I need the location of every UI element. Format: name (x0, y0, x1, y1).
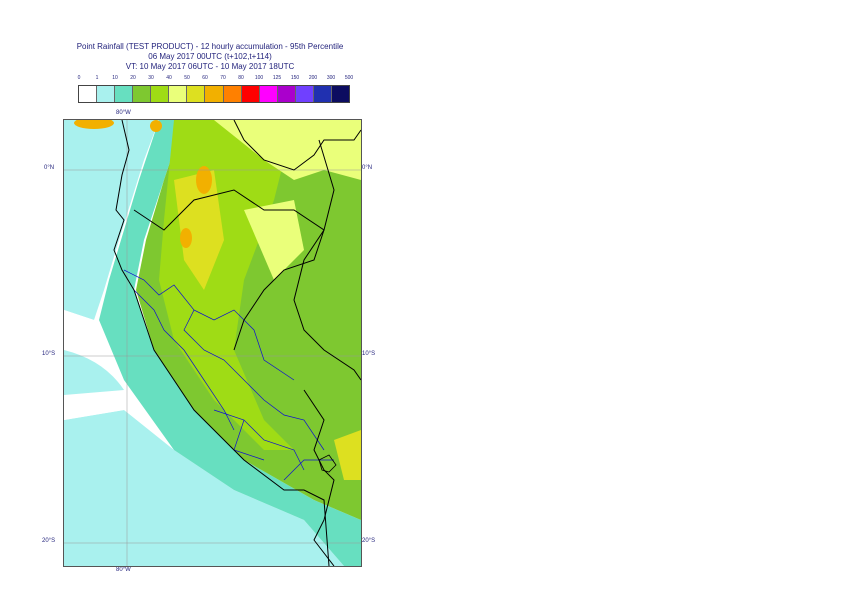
lon-label-bottom: 80°W (116, 567, 131, 573)
lat-label-0-right: 0°N (362, 165, 373, 171)
coastline (113, 120, 330, 566)
border-colombia-peru (233, 120, 361, 171)
legend-swatch (205, 86, 224, 102)
lat-label-20-left: 20°S (42, 538, 56, 544)
legend-swatch (115, 86, 134, 102)
legend-swatch (295, 86, 314, 102)
border-bolivia-peru (303, 389, 335, 566)
legend-swatch (313, 86, 332, 102)
legend-swatch (331, 86, 349, 102)
legend-tick-label: 100 (254, 75, 264, 81)
lon-label-top: 80°W (116, 110, 131, 116)
legend-tick-labels: 0 1 10 20 30 40 50 60 70 80 100 125 150 200 300 500 (77, 75, 354, 85)
heavy-rain-top-left (74, 120, 114, 129)
ocean-rain-arc (64, 350, 124, 395)
legend-swatch (259, 86, 278, 102)
ocean-rain-south (64, 410, 344, 566)
land-rain-pale-yellow-2 (244, 200, 304, 280)
legend-swatch (151, 86, 170, 102)
land-rain-yellow-patch (174, 170, 224, 290)
rainfall-map[interactable] (63, 119, 362, 567)
legend-tick-label: 500 (344, 75, 354, 81)
legend-tick-label: 60 (202, 75, 208, 81)
title-line-2: 06 May 2017 00UTC (t+102,t+114) (148, 52, 272, 61)
lat-label-10-left: 10°S (42, 351, 56, 357)
legend-tick-label: 150 (290, 75, 300, 81)
lat-label-20-right: 20°S (362, 538, 376, 544)
border-brazil-peru (293, 139, 361, 381)
lat-label-10-right: 10°S (362, 351, 376, 357)
legend-tick-label: 300 (326, 75, 336, 81)
land-rain-pale-yellow (214, 120, 361, 180)
legend-tick-label: 10 (112, 75, 118, 81)
lat-label-0-left: 0°N (44, 165, 55, 171)
legend-tick-label: 80 (238, 75, 244, 81)
legend-tick-label: 125 (272, 75, 282, 81)
heavy-rain-central (180, 228, 192, 248)
legend-tick-label: 0 (77, 75, 81, 81)
rainfall-map-svg (64, 120, 361, 566)
legend-swatch (241, 86, 260, 102)
title-line-1: Point Rainfall (TEST PRODUCT) - 12 hourl… (76, 42, 344, 51)
heavy-rain-top (150, 120, 162, 132)
title-line-3: VT: 10 May 2017 06UTC - 10 May 2017 18UT… (125, 62, 295, 71)
legend-color-bar (78, 85, 350, 103)
legend-swatch (223, 86, 242, 102)
legend-swatch (79, 86, 98, 102)
legend-tick-label: 70 (220, 75, 226, 81)
lake-titicaca (318, 454, 337, 473)
legend-swatch (169, 86, 188, 102)
heavy-rain-north (196, 166, 212, 194)
land-rain-east-yellow (334, 430, 361, 480)
map-title-block: Point Rainfall (TEST PRODUCT) - 12 hourl… (40, 42, 380, 72)
legend-tick-label: 1 (95, 75, 99, 81)
legend-swatch (277, 86, 296, 102)
legend-swatch (187, 86, 206, 102)
legend-tick-label: 50 (184, 75, 190, 81)
border-ecuador-peru (133, 189, 325, 351)
legend-tick-label: 40 (166, 75, 172, 81)
legend-tick-label: 200 (308, 75, 318, 81)
legend-tick-label: 20 (130, 75, 136, 81)
legend-swatch (97, 86, 116, 102)
rainfall-legend: 0 1 10 20 30 40 50 60 70 80 100 125 150 200 300 500 (77, 75, 354, 103)
legend-swatch (133, 86, 152, 102)
legend-tick-label: 30 (148, 75, 154, 81)
